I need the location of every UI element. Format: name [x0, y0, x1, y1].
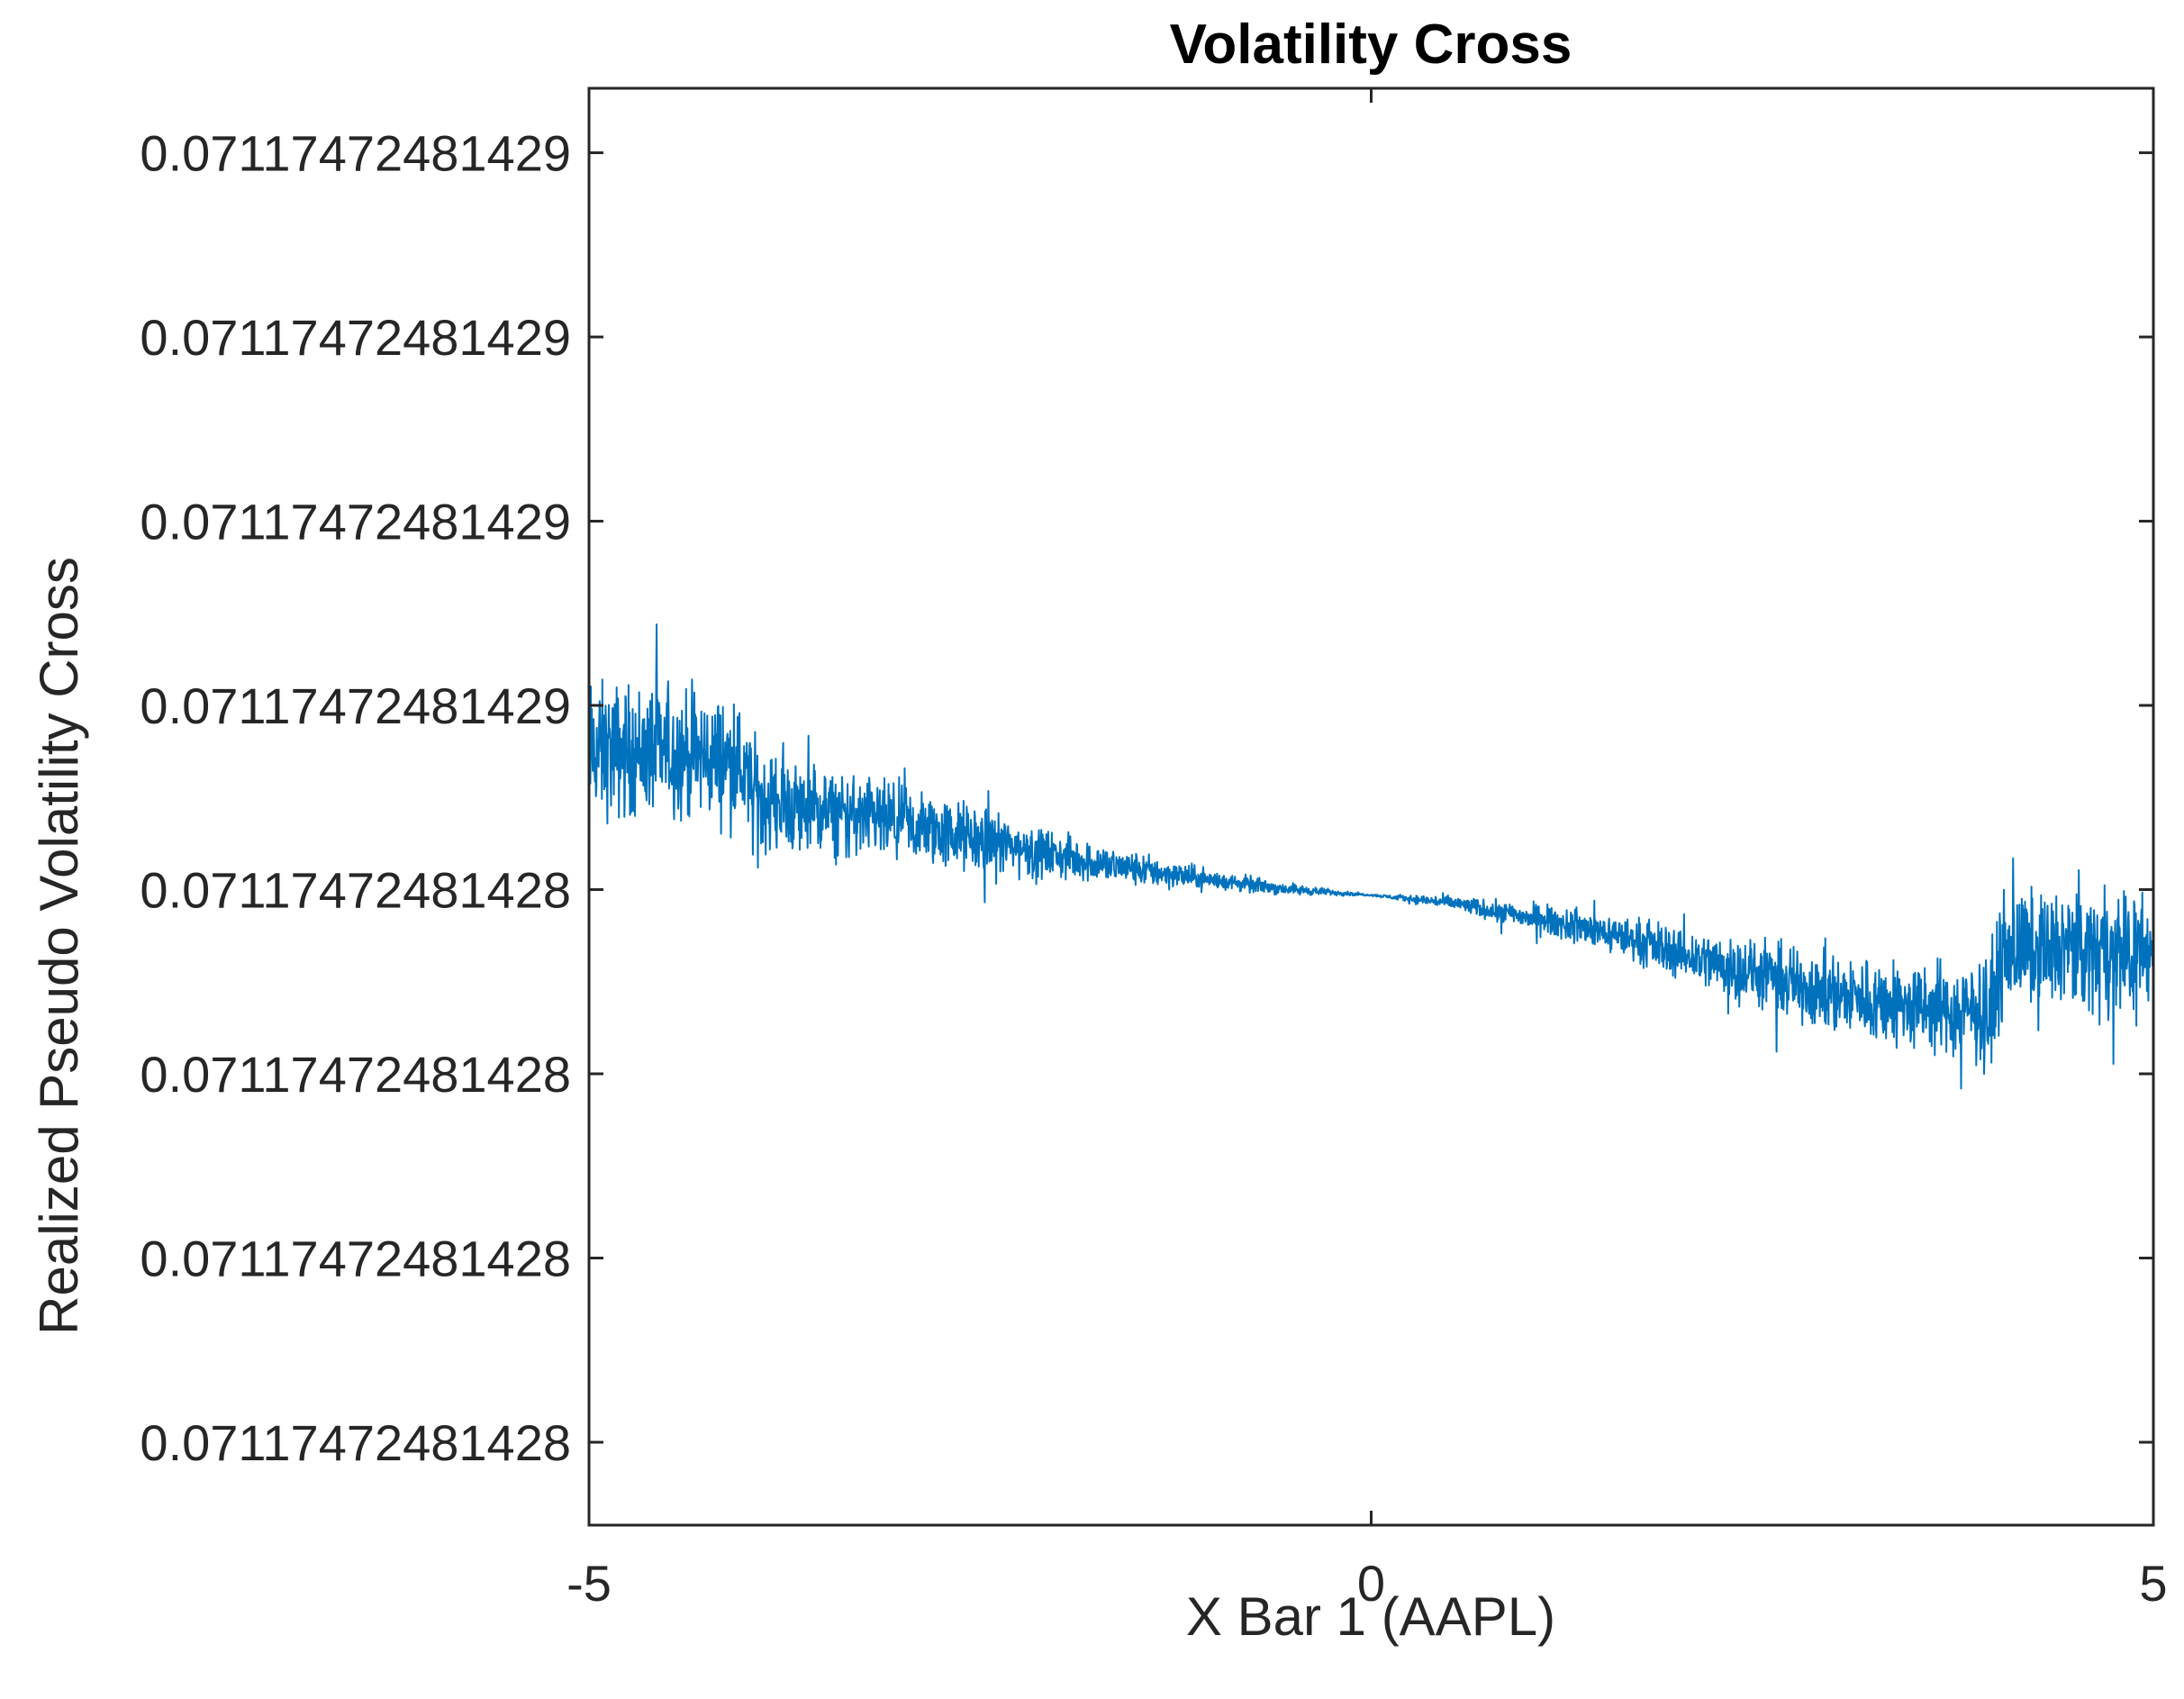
- series-layer: [588, 623, 2154, 1090]
- y-tick-label: 0.07117472481428: [140, 1230, 571, 1286]
- y-tick-label: 0.07117472481429: [140, 494, 571, 550]
- y-tick-label: 0.07117472481429: [140, 309, 571, 366]
- x-tick-label: -5: [566, 1555, 612, 1612]
- y-axis-ticks: 0.07117472481428 0.07117472481428 0.071174…: [140, 125, 2153, 1471]
- x-tick-label: 0: [1357, 1555, 1385, 1612]
- x-axis-ticks: -5 0 5: [566, 88, 2168, 1612]
- y-tick-label: 0.07117472481428: [140, 1046, 571, 1103]
- y-axis-label: Realized Pseudo Volatility Cross: [29, 557, 89, 1335]
- x-tick-label: 5: [2139, 1555, 2167, 1612]
- y-tick-label: 0.07117472481428: [140, 1414, 571, 1471]
- y-tick-label: 0.07117472481429: [140, 677, 571, 734]
- y-tick-label: 0.07117472481428: [140, 862, 571, 919]
- series-line: [588, 623, 2154, 1090]
- chart-title: Volatility Cross: [1170, 14, 1572, 76]
- y-tick-label: 0.07117472481429: [140, 125, 571, 182]
- x-axis-label: X Bar 1 (AAPL): [1186, 1586, 1555, 1647]
